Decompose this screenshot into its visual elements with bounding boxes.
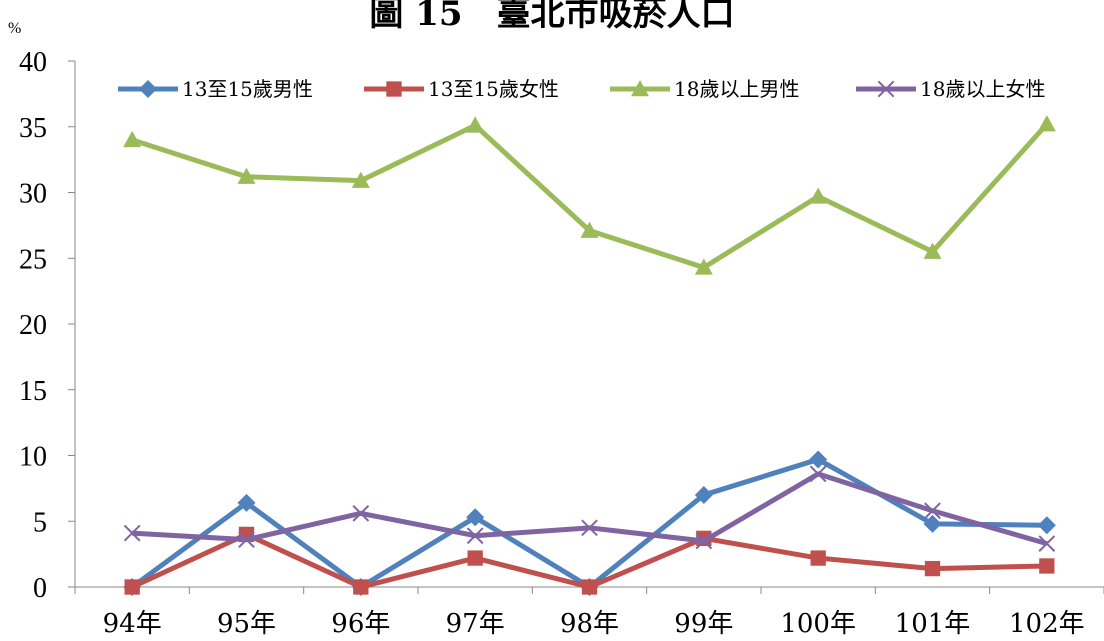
data-point-s3 — [123, 130, 142, 148]
data-point-s2 — [1039, 558, 1055, 574]
data-point-s2 — [353, 579, 369, 595]
data-point-s3 — [923, 242, 942, 259]
data-point-s3 — [809, 187, 828, 204]
legend-marker-3 — [631, 80, 649, 97]
data-point-s4 — [123, 524, 141, 542]
data-point-s1 — [809, 450, 828, 469]
data-point-s1 — [923, 514, 942, 533]
legend-marker-1 — [139, 80, 157, 98]
data-point-s4 — [352, 505, 370, 522]
data-point-s1 — [694, 485, 713, 504]
data-point-s2 — [810, 550, 826, 566]
y-tick-label: 10 — [19, 442, 47, 473]
y-tick-label: 20 — [19, 310, 47, 341]
legend-label-2: 13至15歲女性 — [428, 77, 559, 101]
x-tick-label: 98年 — [560, 609, 619, 639]
data-point-s4 — [924, 502, 941, 520]
data-point-s2 — [924, 560, 941, 577]
y-tick-label: 0 — [33, 573, 47, 604]
legend-marker-2 — [386, 81, 402, 97]
data-point-s3 — [694, 258, 713, 275]
data-point-s4 — [1038, 535, 1056, 552]
data-point-s4 — [695, 532, 713, 550]
x-tick-label: 95年 — [217, 609, 276, 639]
x-tick-label: 99年 — [674, 609, 733, 639]
x-tick-label: 96年 — [331, 609, 390, 639]
y-tick-label: 30 — [19, 179, 47, 210]
series-line-3 — [131, 122, 1049, 270]
y-tick-label: 40 — [19, 47, 47, 78]
y-tick-label: 35 — [19, 113, 47, 144]
data-point-s4 — [581, 519, 598, 537]
x-tick-label: 97年 — [446, 609, 505, 639]
y-tick-label: 25 — [19, 244, 47, 275]
data-point-s1 — [237, 493, 256, 512]
data-point-s2 — [124, 579, 140, 595]
data-point-s3 — [351, 171, 370, 188]
x-tick-label: 101年 — [895, 609, 971, 639]
legend-marker-4 — [877, 80, 895, 98]
data-point-s3 — [1037, 115, 1056, 132]
data-point-s1 — [466, 508, 485, 527]
data-point-s4 — [466, 527, 484, 545]
data-point-s4 — [238, 531, 255, 549]
data-point-s3 — [237, 167, 256, 184]
x-tick-label: 100年 — [780, 609, 856, 639]
data-point-s2 — [581, 579, 598, 595]
x-tick-label: 102年 — [1009, 609, 1085, 639]
chart-title: 圖 15 臺北市吸菸人口 — [369, 0, 735, 34]
data-point-s1 — [1037, 516, 1056, 535]
data-point-s3 — [466, 116, 485, 133]
legend-label-3: 18歲以上男性 — [674, 77, 799, 101]
legend-label-1: 13至15歲男性 — [182, 77, 313, 101]
y-tick-label: 15 — [19, 376, 47, 407]
data-point-s4 — [809, 465, 827, 483]
x-tick-label: 94年 — [103, 609, 162, 639]
legend-label-4: 18歲以上女性 — [920, 77, 1045, 101]
data-point-s3 — [580, 221, 599, 238]
y-tick-label: 5 — [33, 507, 47, 538]
y-axis-unit-label: % — [8, 20, 21, 37]
data-point-s2 — [467, 550, 483, 566]
